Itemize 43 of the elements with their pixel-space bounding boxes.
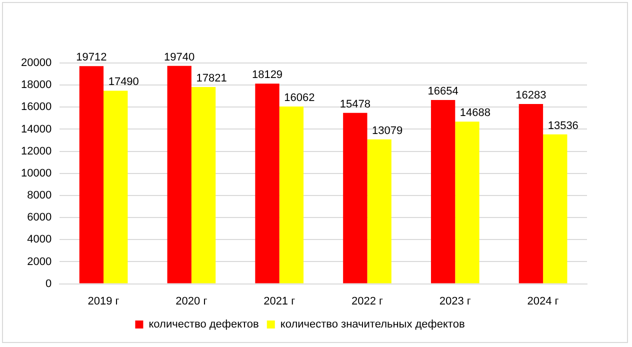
bar xyxy=(343,112,368,284)
y-tick-label: 8000 xyxy=(27,190,52,202)
data-label: 15478 xyxy=(340,98,370,110)
bar xyxy=(79,66,104,284)
y-tick-label: 12000 xyxy=(20,145,52,158)
bar xyxy=(367,139,392,284)
data-label: 19740 xyxy=(164,51,195,64)
x-tick-label: 2023 г xyxy=(439,295,471,308)
bar xyxy=(518,104,544,284)
bar xyxy=(430,100,456,284)
bar xyxy=(279,106,304,284)
y-tick-label: 14000 xyxy=(20,123,52,136)
bar xyxy=(191,87,216,284)
data-label: 17821 xyxy=(196,72,227,85)
bar xyxy=(255,84,280,284)
legend-label: количество значительных дефектов xyxy=(280,318,465,331)
y-tick-label: 0 xyxy=(45,278,52,290)
data-label: 18129 xyxy=(252,69,283,82)
x-tick-label: 2022 г xyxy=(351,295,384,308)
x-tick-label: 2019 г xyxy=(88,295,120,308)
bar xyxy=(167,66,192,284)
data-label: 13079 xyxy=(372,124,403,137)
x-tick-label: 2020 г xyxy=(176,295,208,308)
bar xyxy=(104,90,128,284)
data-label: 19712 xyxy=(76,52,107,64)
x-tick-label: 2024 г xyxy=(527,295,559,308)
data-label: 17490 xyxy=(108,76,139,88)
y-tick-label: 6000 xyxy=(27,212,52,224)
data-label: 13536 xyxy=(548,120,578,132)
data-label: 16062 xyxy=(284,92,315,104)
y-tick-label: 4000 xyxy=(27,234,52,246)
data-label: 14688 xyxy=(460,107,491,120)
data-label: 16283 xyxy=(516,90,546,102)
y-tick-label: 18000 xyxy=(20,79,52,92)
y-tick-label: 20000 xyxy=(20,57,52,70)
y-tick-label: 10000 xyxy=(20,167,52,180)
y-tick-label: 16000 xyxy=(20,101,52,114)
y-tick-label: 2000 xyxy=(27,256,52,268)
bar xyxy=(455,122,480,284)
bar xyxy=(543,134,568,284)
x-tick-label: 2021 г xyxy=(264,295,296,308)
legend-label: количество дефектов xyxy=(148,318,260,331)
data-label: 16654 xyxy=(428,85,458,98)
